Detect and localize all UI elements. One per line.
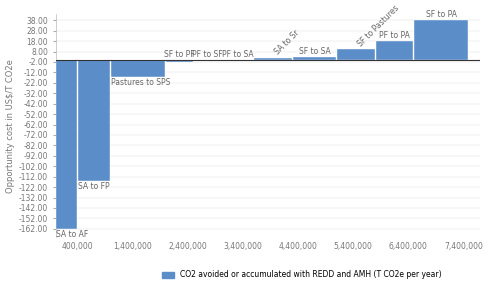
Text: SF to PF: SF to PF xyxy=(164,50,195,59)
Bar xyxy=(56,60,77,229)
Text: PF to SF: PF to SF xyxy=(192,50,222,59)
Text: SF to SA: SF to SA xyxy=(299,47,330,56)
Bar xyxy=(78,60,110,181)
Text: SA to AF: SA to AF xyxy=(56,230,88,239)
Bar xyxy=(414,20,468,60)
Text: PF to PA: PF to PA xyxy=(379,31,410,40)
Bar xyxy=(337,50,375,60)
Bar xyxy=(111,60,165,76)
Bar xyxy=(166,60,193,62)
Legend: CO2 avoided or accumulated with REDD and AMH (T CO2e per year): CO2 avoided or accumulated with REDD and… xyxy=(159,267,444,282)
Y-axis label: Opportunity cost in US$/T CO2e: Opportunity cost in US$/T CO2e xyxy=(5,59,15,192)
Text: Pastures to SPS: Pastures to SPS xyxy=(111,78,171,87)
Text: SF to PA: SF to PA xyxy=(426,10,457,19)
Bar xyxy=(375,41,413,60)
Text: SA to Sr: SA to Sr xyxy=(273,29,301,57)
Text: PF to SA: PF to SA xyxy=(221,50,253,59)
Text: SF to Pastures: SF to Pastures xyxy=(356,4,401,48)
Text: SA to FP: SA to FP xyxy=(78,182,110,191)
Bar xyxy=(194,60,220,61)
Bar xyxy=(293,57,336,60)
Bar xyxy=(254,58,292,60)
